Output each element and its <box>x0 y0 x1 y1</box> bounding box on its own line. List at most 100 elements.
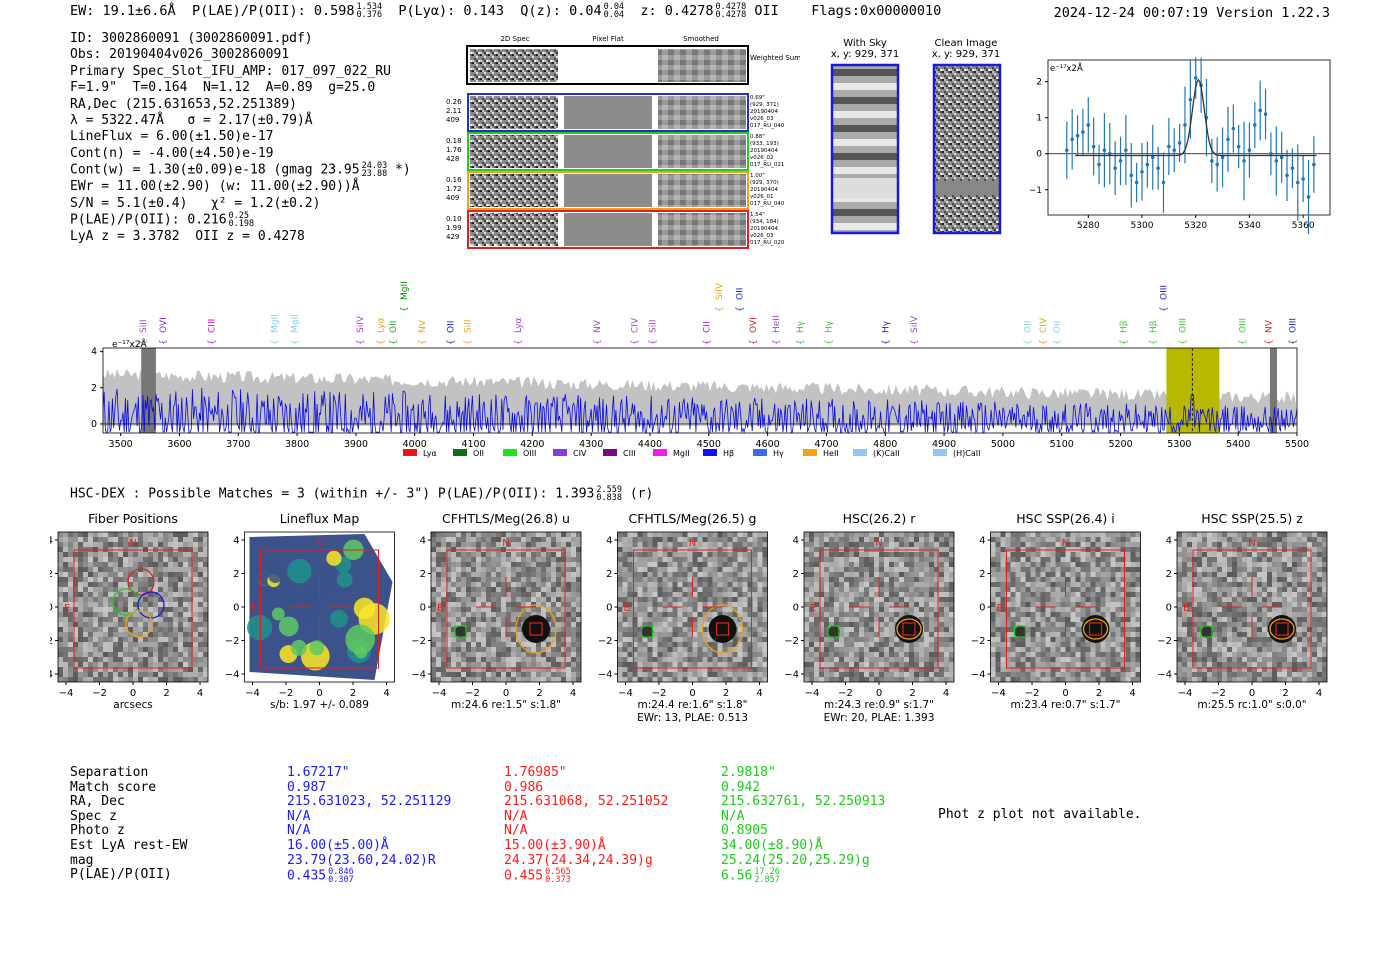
data-point <box>1263 112 1268 116</box>
info-plae-hi: 0.25 <box>228 210 250 221</box>
info-lambda: λ = 5322.47Å σ = 2.17(±0.79)Å <box>70 113 313 129</box>
match-labels: Separation Match score RA, Dec Spec z Ph… <box>70 765 188 883</box>
cutout-ytick: −2 <box>971 636 986 647</box>
line-label: CIV <box>630 317 640 333</box>
cutout-xtick: −2 <box>1025 688 1040 699</box>
line-bracket: { <box>418 339 428 345</box>
data-point <box>1118 159 1123 163</box>
data-point <box>1295 180 1300 185</box>
line-label: Hβ <box>1149 320 1159 333</box>
row-right-value: 017_RU_040 <box>750 123 785 129</box>
zoom-xtick: 5320 <box>1184 221 1207 231</box>
data-point <box>1285 173 1289 178</box>
z-lo: 0.4278 <box>715 10 747 20</box>
qz-lo: 0.04 <box>603 10 625 20</box>
data-point <box>1065 148 1069 152</box>
cutout-xtick: −2 <box>465 688 480 699</box>
spec-row-frame <box>467 132 749 171</box>
spectrum-xtick: 4300 <box>579 439 603 450</box>
label-lya-ew: Est LyA rest-EW <box>70 837 188 853</box>
line-label: OVI <box>159 317 169 333</box>
legend-label: HeII <box>823 449 839 458</box>
cutout-panel: Fiber Positions N E 4 2 0 −2 −4 −4 −2 0 2 4 arcsecs <box>38 511 209 711</box>
line-label: Hγ <box>796 320 806 333</box>
data-point <box>1150 155 1155 160</box>
zoom-ylabel: e⁻¹⁷x2Å <box>1050 62 1083 74</box>
spectrum-xtick: 3500 <box>109 439 133 450</box>
line-bracket: { <box>208 339 218 345</box>
cutout-xtick: 0 <box>876 688 882 699</box>
line-zoom-plot: e⁻¹⁷x2Å 5280 5300 5320 5340 5360 2 1 0 −1 <box>1030 57 1331 235</box>
row-right-value: 20190404 <box>750 187 778 193</box>
cutout-xtick: −4 <box>1178 688 1193 699</box>
row-right-value: (933, 193) <box>750 141 779 147</box>
match-value: 0.987 <box>287 779 327 795</box>
line-label: OIII <box>1159 285 1169 300</box>
line-bracket: { <box>772 339 782 345</box>
cutout-ytick: 0 <box>1166 603 1172 614</box>
cutout-ytick: −2 <box>598 636 613 647</box>
match-plae-lo: 0.373 <box>545 875 571 886</box>
legend-swatch <box>803 449 817 456</box>
row-right-value: v026_03 <box>750 116 774 122</box>
line-label: SiIV <box>910 315 920 333</box>
info-plae: P(LAE)/P(OII): 0.216 <box>70 212 227 228</box>
row-left-value: 0.10 <box>446 215 462 223</box>
cutout-xtick: 0 <box>503 688 509 699</box>
line-bracket: { <box>825 339 835 345</box>
data-point <box>1183 123 1187 127</box>
cutout-caption: m:24.4 re:1.6" s:1.8" <box>638 699 748 711</box>
east-marker: E <box>997 603 1003 614</box>
line-bracket: { <box>463 339 473 345</box>
line-label: OII <box>389 321 399 333</box>
line-label: CII <box>702 321 712 333</box>
z-line: OII <box>754 3 779 19</box>
aperture-ellipse <box>896 618 922 640</box>
zoom-xtick: 5280 <box>1077 221 1100 231</box>
info-radec: RA,Dec (215.631653,52.251389) <box>70 96 297 112</box>
data-point <box>1290 166 1295 170</box>
match-value: 0.986 <box>504 779 544 795</box>
line-bracket: { <box>1288 339 1298 345</box>
label-separation: Separation <box>70 765 149 780</box>
cutout-ytick: 4 <box>606 536 612 547</box>
cutout-ytick: −4 <box>50 670 53 681</box>
data-point <box>1161 180 1166 185</box>
z-value: z: 0.4278 <box>640 3 714 19</box>
line-label: OIII <box>1239 318 1249 333</box>
cutout-caption: m:23.4 re:0.7" s:1.7" <box>1011 699 1121 711</box>
data-point <box>1086 123 1091 127</box>
z-hi: 0.4278 <box>715 2 747 12</box>
line-bracket: { <box>1039 339 1049 345</box>
match-column: 1.76985" 0.986 215.631068, 52.251052 N/A N/A… <box>504 765 668 886</box>
cutout-title: HSC(26.2) r <box>843 511 917 526</box>
cutout-xtick: 2 <box>1282 688 1288 699</box>
row-right-value: (929, 370) <box>750 180 779 186</box>
cutout-ytick: 4 <box>420 536 426 547</box>
row-right-value: v026_02 <box>750 155 774 161</box>
cutout-ytick: 2 <box>420 569 426 580</box>
line-bracket: { <box>1264 339 1274 345</box>
plae-hi: 1.534 <box>356 2 383 12</box>
info-contw-end: *) <box>395 162 411 178</box>
info-primary: Primary Spec_Slot_IFU_AMP: 017_097_022_R… <box>70 63 391 79</box>
cutout-xtick: −2 <box>279 688 294 699</box>
data-point <box>1226 137 1230 142</box>
line-bracket: { <box>377 339 387 345</box>
search-box <box>1006 549 1125 669</box>
with-sky-title: With Sky <box>843 38 887 49</box>
row-right-value: 017_RU_040 <box>750 201 785 207</box>
line-bracket: { <box>735 306 745 312</box>
data-point <box>1193 76 1198 80</box>
row-right-value: 017_RU_021 <box>750 162 784 168</box>
cutout-xtick: 4 <box>1316 688 1322 699</box>
line-label: NV <box>1264 319 1274 333</box>
line-bracket: { <box>389 339 399 345</box>
cutout-title: HSC SSP(26.4) i <box>1016 511 1114 526</box>
spectrum-xtick: 4000 <box>403 439 427 450</box>
line-label: NV <box>593 319 603 333</box>
ew-value: EW: 19.1±6.6Å <box>70 3 176 19</box>
spectra-2d-panel: 2D Spec Pixel Flat Smoothed Weighted Sum… <box>446 35 800 249</box>
data-point <box>1097 162 1101 167</box>
